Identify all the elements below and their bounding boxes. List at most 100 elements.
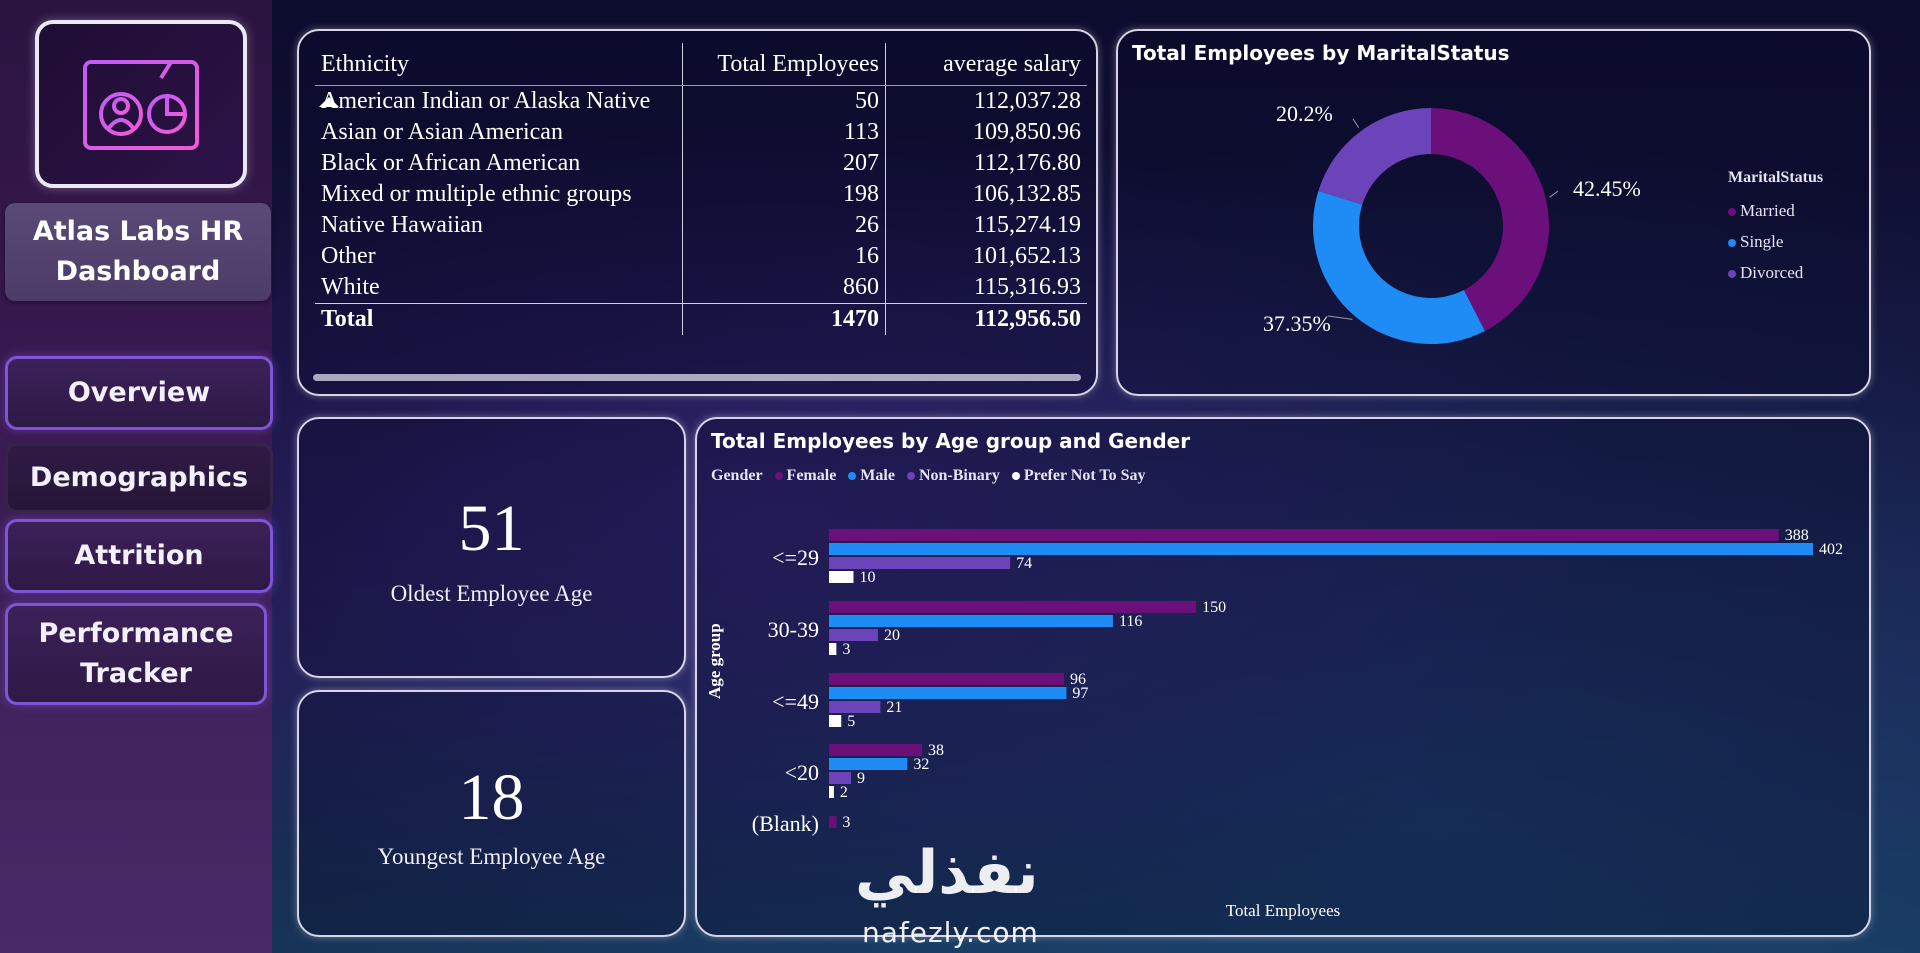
- cell-ethnicity: Asian or Asian American: [315, 117, 683, 148]
- table-row[interactable]: White 860 115,316.93: [315, 272, 1087, 304]
- cell-ethnicity: Black or African American: [315, 148, 683, 179]
- bar-non-binary[interactable]: [829, 557, 1011, 569]
- column-header-ethnicity[interactable]: Ethnicity: [315, 43, 683, 86]
- bar-data-label: 10: [859, 569, 875, 586]
- total-label: Total: [315, 303, 683, 335]
- column-header-average-salary[interactable]: average salary: [885, 43, 1087, 86]
- table-total-row: Total 1470 112,956.50: [315, 303, 1087, 335]
- cell-total-employees: 860: [682, 272, 886, 304]
- horizontal-scrollbar[interactable]: [313, 374, 1081, 381]
- marital-status-panel: Total Employees by MaritalStatus 42.45% 3…: [1116, 29, 1871, 396]
- bar-prefer-not-to-say[interactable]: [829, 643, 837, 655]
- age-gender-panel: Total Employees by Age group and Gender …: [695, 417, 1871, 937]
- oldest-age-value: 51: [458, 492, 525, 565]
- watermark-arabic: نفذلي: [855, 838, 1039, 908]
- cell-ethnicity: White: [315, 272, 683, 304]
- y-tick-label: <=49: [772, 689, 819, 714]
- table-row[interactable]: American Indian or Alaska Native 50 112,03…: [315, 85, 1087, 117]
- nav-overview-button[interactable]: Overview: [5, 356, 273, 430]
- bar-data-label: 9: [857, 770, 865, 787]
- bar-prefer-not-to-say[interactable]: [829, 786, 834, 798]
- bar-data-label: 3: [842, 814, 850, 831]
- gender-legend: Gender Female Male Non-Binary Prefer Not…: [711, 467, 1153, 485]
- donut-leader-line: [1549, 190, 1559, 198]
- cell-ethnicity: Mixed or multiple ethnic groups: [315, 179, 683, 210]
- bar-data-label: 20: [884, 627, 900, 644]
- y-tick-label: (Blank): [752, 811, 819, 836]
- oldest-age-card: 51 Oldest Employee Age: [297, 417, 686, 678]
- cell-ethnicity: Native Hawaiian: [315, 210, 683, 241]
- y-tick-label: 30-39: [768, 617, 819, 642]
- nav-attrition-button[interactable]: Attrition: [5, 519, 273, 593]
- nav-demographics-button[interactable]: Demographics: [5, 443, 273, 513]
- oldest-age-label: Oldest Employee Age: [390, 581, 593, 606]
- bar-prefer-not-to-say[interactable]: [829, 715, 842, 727]
- bar-data-label: 32: [913, 756, 929, 773]
- sidebar: Atlas Labs HR Dashboard Overview Demogra…: [0, 0, 273, 953]
- table-row[interactable]: Native Hawaiian 26 115,274.19: [315, 210, 1087, 241]
- legend-single[interactable]: Single: [1728, 226, 1803, 257]
- legend-married[interactable]: Married: [1728, 195, 1803, 226]
- bar-data-label: 388: [1785, 527, 1809, 544]
- donut-label-married: 42.45%: [1573, 176, 1641, 201]
- cell-average-salary: 112,176.80: [973, 150, 1081, 176]
- legend-male[interactable]: Male: [848, 467, 895, 485]
- bar-male[interactable]: [829, 615, 1113, 627]
- cell-average-salary: 101,652.13: [973, 243, 1081, 269]
- bar-data-label: 3: [842, 641, 850, 658]
- table-row[interactable]: Other 16 101,652.13: [315, 241, 1087, 272]
- cell-total-employees: 198: [682, 179, 886, 210]
- gender-legend-title: Gender: [711, 467, 763, 484]
- y-tick-label: <20: [785, 760, 819, 785]
- donut-leader-line: [1327, 315, 1353, 320]
- table-row[interactable]: Asian or Asian American 113 109,850.96: [315, 117, 1087, 148]
- bar-non-binary[interactable]: [829, 701, 881, 713]
- bar-non-binary[interactable]: [829, 772, 852, 784]
- watermark-site: nafezly.com: [862, 916, 1039, 949]
- y-tick-label: <=29: [772, 545, 819, 570]
- total-average-salary-value: 112,956.50: [885, 303, 1087, 335]
- bar-male[interactable]: [829, 687, 1067, 699]
- bar-female[interactable]: [829, 744, 923, 756]
- bar-female[interactable]: [829, 601, 1197, 613]
- legend-non-binary[interactable]: Non-Binary: [906, 467, 1000, 485]
- sort-ascending-icon[interactable]: [319, 97, 339, 107]
- cell-average-salary: 115,274.19: [973, 212, 1081, 238]
- bar-non-binary[interactable]: [829, 629, 878, 641]
- legend-prefer-not-to-say[interactable]: Prefer Not To Say: [1011, 467, 1145, 485]
- bar-female[interactable]: [829, 529, 1779, 541]
- donut-slice-married[interactable]: [1431, 108, 1549, 331]
- cell-ethnicity: American Indian or Alaska Native: [315, 85, 683, 117]
- bar-data-label: 2: [840, 784, 848, 801]
- bar-male[interactable]: [829, 543, 1813, 555]
- cell-ethnicity: Other: [315, 241, 683, 272]
- donut-leader-line: [1352, 118, 1360, 129]
- bar-data-label: 402: [1819, 541, 1843, 558]
- cell-total-employees: 50: [682, 85, 886, 117]
- nav-performance-tracker-button[interactable]: Performance Tracker: [5, 603, 267, 705]
- legend-divorced[interactable]: Divorced: [1728, 257, 1803, 288]
- marital-legend-title: MaritalStatus: [1728, 169, 1824, 186]
- youngest-age-label: Youngest Employee Age: [377, 844, 606, 869]
- youngest-age-card: 18 Youngest Employee Age: [297, 690, 686, 937]
- dashboard-title: Atlas Labs HR Dashboard: [5, 203, 271, 301]
- table-row[interactable]: Mixed or multiple ethnic groups 198 106,13…: [315, 179, 1087, 210]
- donut-slice-divorced[interactable]: [1318, 108, 1431, 205]
- cell-total-employees: 26: [682, 210, 886, 241]
- bar-female[interactable]: [829, 816, 837, 828]
- table-row[interactable]: Black or African American 207 112,176.80: [315, 148, 1087, 179]
- y-axis-label: Age group: [705, 623, 724, 699]
- youngest-age-value: 18: [458, 761, 525, 834]
- bar-female[interactable]: [829, 673, 1064, 685]
- cell-average-salary: 106,132.85: [973, 181, 1081, 207]
- donut-slice-single[interactable]: [1313, 190, 1485, 344]
- dashboard-logo-icon: [83, 60, 199, 150]
- marital-legend: Married Single Divorced: [1728, 195, 1803, 288]
- column-header-total-employees[interactable]: Total Employees: [682, 43, 886, 86]
- bar-data-label: 116: [1119, 613, 1142, 630]
- bar-male[interactable]: [829, 758, 908, 770]
- bar-data-label: 74: [1016, 555, 1032, 572]
- legend-female[interactable]: Female: [774, 467, 836, 485]
- bar-data-label: 96: [1070, 671, 1086, 688]
- bar-prefer-not-to-say[interactable]: [829, 571, 854, 583]
